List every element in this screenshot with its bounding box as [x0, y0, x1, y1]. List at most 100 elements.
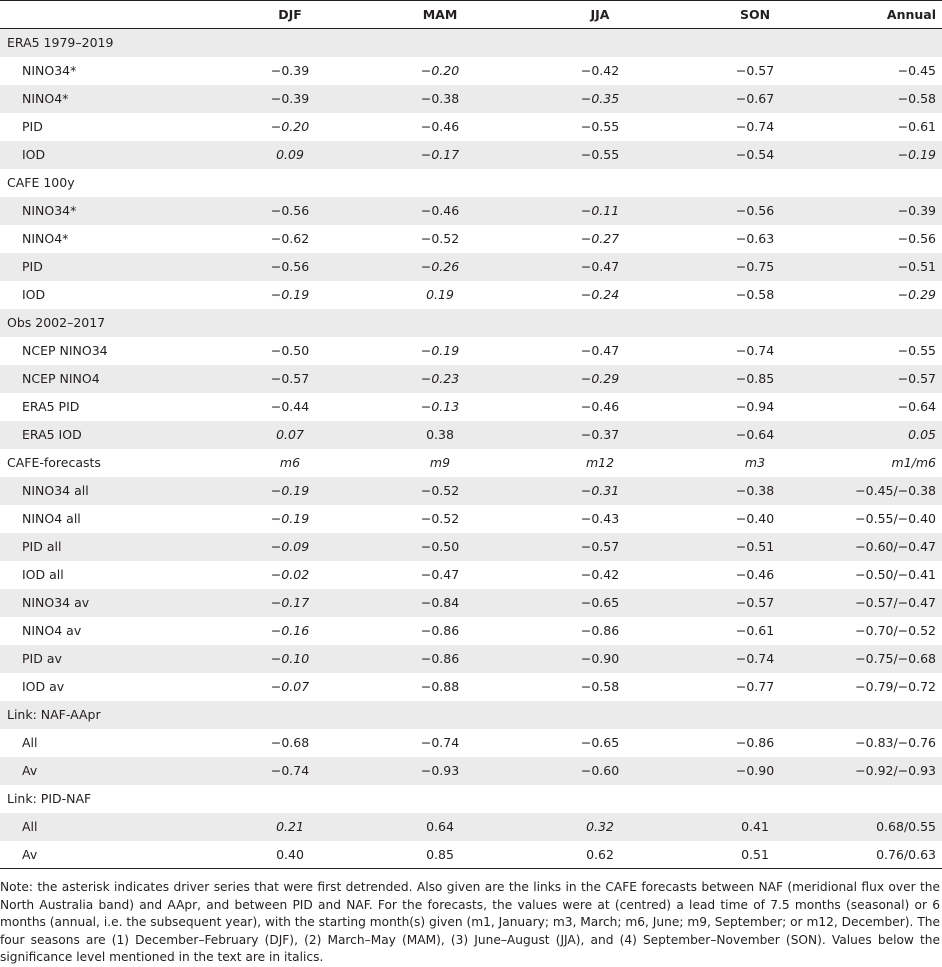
- djf-cell: −0.20: [270, 119, 310, 134]
- son-cell: −0.58: [735, 287, 775, 302]
- annual-cell: −0.56: [897, 231, 936, 246]
- row-label: PID av: [22, 651, 62, 666]
- jja-cell: −0.86: [580, 623, 620, 638]
- djf-cell: −0.19: [270, 511, 310, 526]
- jja-cell: 0.62: [520, 840, 680, 869]
- mam-cell: −0.13: [420, 399, 460, 414]
- table-row: IOD −0.19 0.19 −0.24 −0.58 −0.29: [0, 280, 942, 309]
- table-header: DJF MAM JJA SON Annual: [0, 0, 942, 29]
- row-label: ERA5 IOD: [22, 427, 82, 442]
- djf-cell: [220, 309, 360, 337]
- djf-cell: −0.07: [270, 679, 310, 694]
- mam-cell: 0.85: [360, 840, 520, 869]
- header-jja: JJA: [520, 0, 680, 29]
- son-cell: [680, 169, 830, 197]
- son-cell: −0.40: [735, 511, 775, 526]
- mam-cell: [360, 785, 520, 813]
- row-label: ERA5 1979–2019: [7, 35, 114, 51]
- annual-cell: [830, 169, 942, 197]
- mam-cell: [360, 29, 520, 57]
- son-cell: −0.90: [735, 763, 775, 778]
- mam-cell: −0.86: [420, 623, 460, 638]
- jja-cell: [520, 701, 680, 729]
- annual-cell: −0.58: [897, 91, 936, 106]
- table-row: NCEP NINO34 −0.50 −0.19 −0.47 −0.74 −0.55: [0, 336, 942, 365]
- mam-cell: 0.19: [426, 287, 454, 302]
- son-cell: [680, 309, 830, 337]
- group-row: Obs 2002–2017: [0, 308, 942, 337]
- mam-cell: [360, 701, 520, 729]
- djf-cell: −0.10: [270, 651, 310, 666]
- djf-cell: −0.56: [270, 259, 310, 274]
- table-row: PID −0.20 −0.46 −0.55 −0.74 −0.61: [0, 112, 942, 141]
- djf-cell: −0.19: [270, 483, 310, 498]
- jja-cell: −0.37: [580, 427, 620, 442]
- jja-cell: −0.47: [580, 343, 620, 358]
- row-label: NINO4*: [22, 91, 69, 106]
- mam-cell: −0.47: [420, 567, 460, 582]
- mam-cell: −0.52: [420, 511, 460, 526]
- table-row: NINO4 av −0.16 −0.86 −0.86 −0.61 −0.70/−0.52: [0, 616, 942, 645]
- djf-cell: −0.56: [270, 203, 310, 218]
- table-row: ERA5 IOD 0.07 0.38 −0.37 −0.64 0.05: [0, 420, 942, 449]
- djf-cell: 0.21: [276, 819, 304, 834]
- son-cell: −0.46: [735, 567, 775, 582]
- jja-cell: −0.29: [580, 371, 620, 386]
- son-cell: −0.57: [735, 63, 775, 78]
- annual-cell: −0.50/−0.41: [855, 567, 936, 582]
- jja-cell: −0.24: [580, 287, 620, 302]
- son-cell: −0.85: [735, 371, 775, 386]
- mam-cell: −0.26: [420, 259, 460, 274]
- djf-cell: 0.09: [276, 147, 304, 162]
- mam-cell: −0.74: [420, 735, 460, 750]
- jja-cell: −0.57: [580, 539, 620, 554]
- table-row: All −0.68 −0.74 −0.65 −0.86 −0.83/−0.76: [0, 728, 942, 757]
- son-cell: [680, 701, 830, 729]
- djf-cell: −0.50: [270, 343, 310, 358]
- group-row: Link: NAF-AApr: [0, 700, 942, 729]
- son-cell: −0.38: [735, 483, 775, 498]
- annual-cell: [830, 309, 942, 337]
- djf-cell: [220, 701, 360, 729]
- annual-cell: −0.57/−0.47: [855, 595, 936, 610]
- jja-cell: −0.65: [580, 595, 620, 610]
- table-row: NINO34 av −0.17 −0.84 −0.65 −0.57 −0.57/−0.47: [0, 588, 942, 617]
- son-cell: 0.51: [680, 840, 830, 869]
- son-cell: −0.56: [735, 203, 775, 218]
- son-cell: −0.51: [735, 539, 775, 554]
- son-cell: [680, 29, 830, 57]
- annual-cell: m1/m6: [891, 455, 936, 470]
- header-mam: MAM: [360, 0, 520, 29]
- son-cell: −0.64: [735, 427, 775, 442]
- row-label: Obs 2002–2017: [7, 315, 106, 330]
- jja-cell: −0.60: [580, 763, 620, 778]
- djf-cell: −0.39: [270, 63, 310, 78]
- row-label: NCEP NINO34: [22, 343, 108, 358]
- annual-cell: −0.75/−0.68: [855, 651, 936, 666]
- annual-cell: −0.61: [897, 119, 936, 134]
- jja-cell: −0.43: [580, 511, 620, 526]
- row-label: NINO34 all: [22, 483, 89, 498]
- annual-cell: −0.29: [897, 287, 936, 302]
- djf-cell: −0.16: [270, 623, 310, 638]
- djf-cell: −0.09: [270, 539, 310, 554]
- djf-cell: [220, 29, 360, 57]
- mam-cell: −0.86: [420, 651, 460, 666]
- table-row: NINO34 all −0.19 −0.52 −0.31 −0.38 −0.45/−0.3…: [0, 476, 942, 505]
- annual-cell: −0.79/−0.72: [855, 679, 936, 694]
- mam-cell: −0.23: [420, 371, 460, 386]
- row-label: IOD: [22, 287, 46, 302]
- row-label: NCEP NINO4: [22, 371, 100, 386]
- header-row: DJF MAM JJA SON Annual: [0, 0, 942, 29]
- son-cell: −0.74: [735, 119, 775, 134]
- row-label: Av: [22, 763, 38, 778]
- jja-cell: [520, 169, 680, 197]
- jja-cell: −0.65: [580, 735, 620, 750]
- table-row: Av −0.74 −0.93 −0.60 −0.90 −0.92/−0.93: [0, 756, 942, 785]
- mam-cell: −0.38: [420, 91, 460, 106]
- table-row: PID all −0.09 −0.50 −0.57 −0.51 −0.60/−0.47: [0, 532, 942, 561]
- correlation-table: DJF MAM JJA SON Annual ERA5 1979–2019 NIN…: [0, 0, 942, 869]
- table-row: IOD all −0.02 −0.47 −0.42 −0.46 −0.50/−0.41: [0, 560, 942, 589]
- mam-cell: −0.93: [420, 763, 460, 778]
- djf-cell: −0.44: [270, 399, 310, 414]
